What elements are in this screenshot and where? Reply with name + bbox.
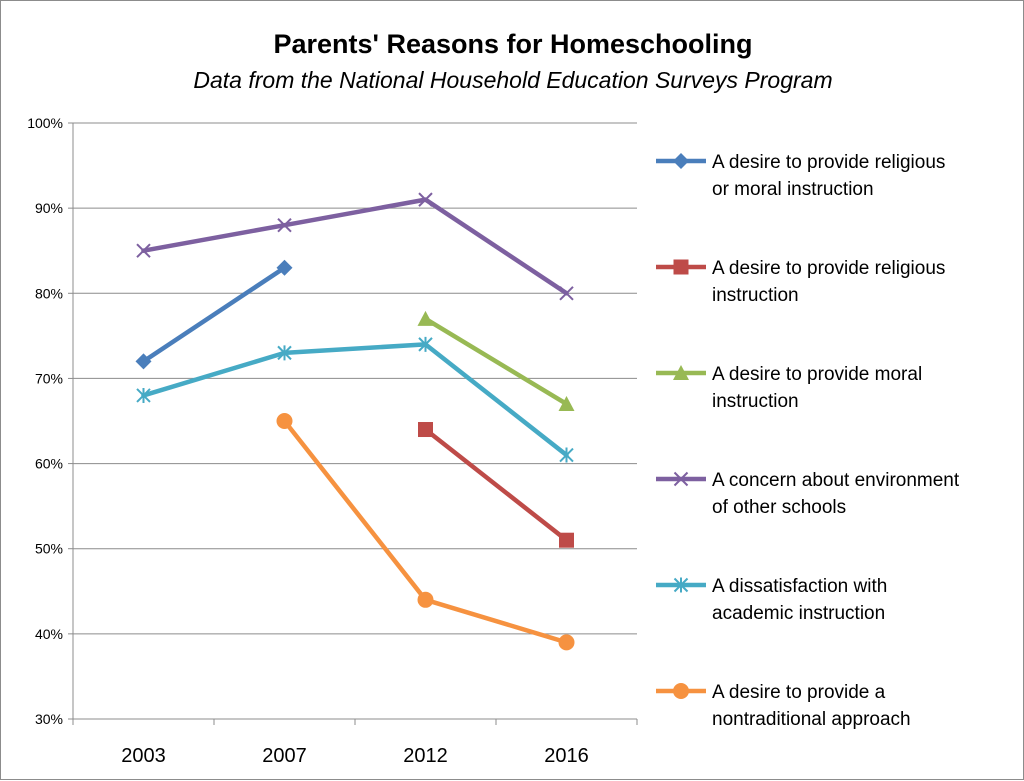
y-tick-label: 70% [35, 370, 63, 386]
chart-subtitle: Data from the National Household Educati… [193, 67, 832, 93]
x-tick-label: 2012 [403, 745, 448, 767]
legend-label: or moral instruction [712, 179, 874, 200]
y-tick-label: 100% [27, 115, 63, 131]
legend-marker [673, 471, 689, 487]
series-line [282, 418, 569, 645]
legend-marker [673, 365, 689, 380]
y-tick-label: 50% [35, 541, 63, 557]
series-2 [418, 422, 574, 548]
legend-label: A desire to provide religious [712, 152, 945, 173]
legend-item-5: A dissatisfaction with academic instructi… [656, 576, 887, 624]
legend-label: academic instruction [712, 603, 885, 624]
data-point [277, 217, 292, 233]
y-tick-label: 60% [35, 456, 63, 472]
data-point [559, 447, 574, 463]
y-tick-label: 40% [35, 626, 63, 642]
gridlines [73, 122, 637, 720]
legend-marker [673, 577, 689, 593]
data-point [276, 413, 293, 429]
x-tick-label: 2016 [544, 745, 589, 767]
legend-label: A concern about environment [712, 470, 960, 491]
data-point [277, 345, 292, 361]
y-tick-label: 90% [35, 200, 63, 216]
chart-title: Parents' Reasons for Homeschooling [273, 29, 752, 59]
data-point [417, 310, 434, 326]
data-point [558, 395, 575, 411]
series-6 [276, 413, 575, 651]
legend-item-3: A desire to provide moral instruction [656, 364, 922, 412]
legend-label: of other schools [712, 497, 846, 518]
data-point [418, 422, 433, 438]
legend-label: instruction [712, 391, 799, 412]
series-5 [136, 336, 574, 463]
x-tick-label: 2003 [121, 745, 166, 767]
legend-marker [673, 153, 689, 169]
data-point [558, 634, 575, 651]
series-1 [135, 259, 293, 370]
legend-item-4: A concern about environment of other scho… [656, 470, 960, 518]
data-point [276, 259, 293, 276]
series-3 [417, 310, 575, 411]
legend-label: A desire to provide moral [712, 364, 922, 385]
series-line [423, 316, 569, 407]
data-point [136, 243, 151, 258]
legend-marker [673, 259, 689, 275]
legend-label: nontraditional approach [712, 709, 911, 730]
data-point [417, 591, 434, 608]
legend: A desire to provide religious or moral in… [656, 152, 960, 730]
data-point [135, 353, 152, 370]
series-line [141, 342, 569, 458]
axes: 30% 40% 50% 60% 70% 80% 90% 100% 2003 2007 2012 201… [27, 115, 638, 767]
legend-marker [673, 683, 689, 699]
legend-label: A desire to provide religious [712, 258, 945, 279]
series-line [423, 427, 569, 543]
legend-item-2: A desire to provide religious instruction [656, 258, 945, 306]
y-tick-label: 80% [35, 285, 63, 301]
data-point [136, 387, 151, 403]
legend-label: A desire to provide a [712, 682, 886, 703]
data-point [559, 532, 574, 548]
legend-label: instruction [712, 285, 799, 306]
data-point [559, 286, 574, 301]
data-point [418, 336, 433, 352]
y-tick-label: 30% [35, 711, 63, 727]
legend-item-6: A desire to provide a nontraditional appr… [656, 682, 911, 730]
series-group [135, 192, 575, 651]
x-tick-label: 2007 [262, 745, 307, 767]
series-4 [136, 192, 574, 301]
data-point [418, 192, 433, 207]
legend-item-1: A desire to provide religious or moral in… [656, 152, 945, 200]
legend-label: A dissatisfaction with [712, 576, 887, 597]
series-line [141, 197, 569, 296]
series-line [141, 265, 287, 364]
